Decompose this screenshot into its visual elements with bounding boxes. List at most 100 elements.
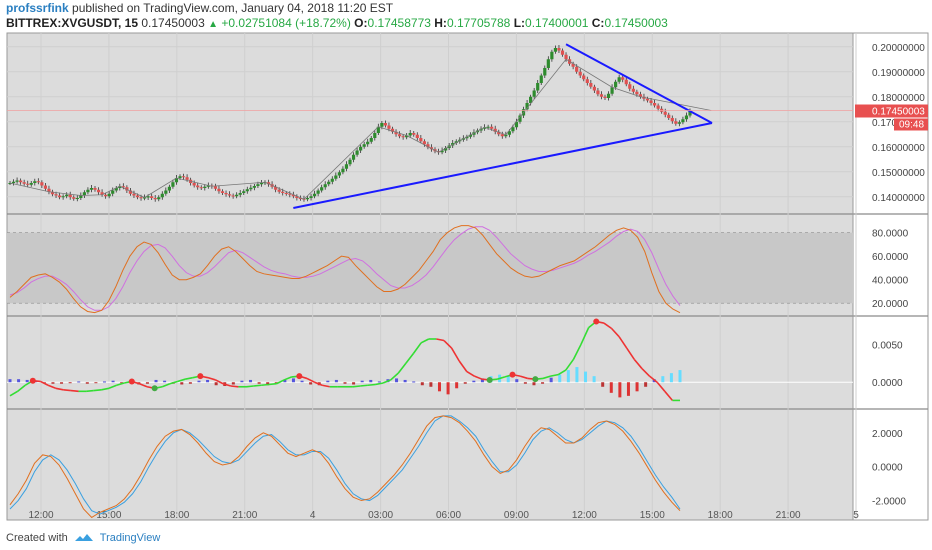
candle-body	[426, 144, 430, 148]
macd-line-segment	[86, 389, 94, 393]
candle	[536, 80, 540, 93]
candle	[518, 113, 522, 124]
candle	[532, 88, 536, 99]
candle-body	[213, 186, 218, 189]
macd-histogram-bar	[463, 382, 467, 384]
candle-body	[355, 150, 359, 155]
macd-histogram-bar	[154, 379, 158, 383]
macd-histogram-bar	[111, 380, 115, 383]
macd-histogram-bar	[480, 378, 484, 383]
candle	[213, 183, 218, 191]
candle-body	[635, 91, 639, 95]
candle-body	[412, 133, 416, 135]
macd-histogram-bar	[601, 382, 605, 387]
candle	[397, 131, 402, 139]
macd-line-segment	[116, 382, 125, 387]
candle-body	[543, 68, 547, 76]
chart-header: profssrfink published on TradingView.com…	[6, 1, 926, 32]
macd-histogram-bar	[626, 382, 630, 396]
candle-body	[514, 121, 519, 128]
candle-body	[153, 198, 157, 200]
price-tick-label: 0.18000000	[872, 93, 925, 104]
candle-body	[387, 125, 391, 129]
macd-histogram-bar	[257, 382, 261, 384]
macd-line-segment	[542, 375, 551, 380]
x-tick-label: 12:00	[572, 510, 597, 521]
x-tick-label: 21:00	[232, 510, 257, 521]
candle-body	[295, 196, 299, 198]
candle-body	[79, 195, 83, 198]
created-with-text: Created with	[6, 532, 68, 544]
candle-body	[603, 96, 607, 98]
candle-body	[196, 185, 200, 188]
macd-histogram-bar	[549, 377, 553, 383]
candle	[369, 136, 373, 144]
candle-body	[93, 188, 97, 190]
candle-body	[19, 180, 23, 183]
candle	[330, 176, 334, 185]
candle-body	[238, 193, 242, 195]
candle	[160, 191, 164, 200]
candle-body	[606, 93, 611, 98]
candle	[29, 181, 33, 187]
macd-histogram-bar	[51, 382, 55, 384]
macd-line-segment	[101, 387, 110, 391]
macd-histogram-bar	[145, 382, 149, 384]
macd-histogram-bar	[515, 379, 519, 383]
x-tick-label: 18:00	[164, 510, 189, 521]
candle-body	[589, 83, 593, 87]
macd-histogram-bar	[420, 382, 424, 386]
x-tick-label: 21:00	[776, 510, 801, 521]
osc-line-a	[9, 415, 681, 519]
candle	[652, 100, 657, 108]
candle	[312, 190, 317, 199]
macd-line-segment	[245, 385, 254, 388]
candle-body	[436, 151, 441, 153]
macd-line-segment	[603, 322, 612, 330]
macd-histogram-bar	[163, 380, 167, 383]
candle	[348, 157, 352, 167]
candle	[114, 186, 118, 193]
macd-line-segment	[618, 336, 628, 349]
candle-body	[284, 193, 288, 194]
macd-histogram-bar	[17, 379, 21, 383]
candle	[107, 191, 111, 199]
upper-trendline	[565, 43, 713, 124]
candle-body	[663, 111, 667, 115]
candle	[320, 184, 324, 193]
candle-body	[624, 79, 628, 85]
candle	[585, 76, 589, 86]
candle-body	[631, 88, 635, 92]
candle-body	[532, 90, 536, 97]
price-tick-label: 0.20000000	[872, 43, 925, 54]
candle	[553, 45, 558, 54]
macd-line-segment	[550, 373, 559, 377]
author-name[interactable]: profssrfink	[6, 1, 69, 15]
candle	[617, 74, 621, 84]
macd-tick-label: 0.0050	[872, 340, 903, 351]
candle-body	[203, 186, 207, 188]
x-tick-label: 4	[310, 510, 316, 521]
candle-body	[220, 191, 225, 193]
candle-body	[334, 175, 338, 179]
candle	[266, 179, 271, 187]
candle	[19, 178, 23, 185]
candle-body	[235, 194, 239, 197]
candle-body	[670, 118, 674, 122]
candle	[65, 192, 69, 199]
tradingview-brand[interactable]: TradingView	[99, 532, 161, 544]
candle-body	[249, 187, 253, 190]
candle	[231, 193, 235, 199]
candle-body	[54, 194, 58, 196]
macd-tick-label: 0.0000	[872, 378, 903, 389]
macd-histogram-bar	[541, 382, 545, 384]
x-tick-label: 09:00	[504, 510, 529, 521]
candle-body	[575, 66, 579, 72]
candle-body	[11, 181, 16, 183]
macd-line-segment	[382, 379, 391, 384]
candle-body	[536, 83, 540, 91]
candle	[224, 190, 228, 197]
macd-line-segment	[40, 380, 49, 386]
candle-body	[596, 90, 600, 95]
